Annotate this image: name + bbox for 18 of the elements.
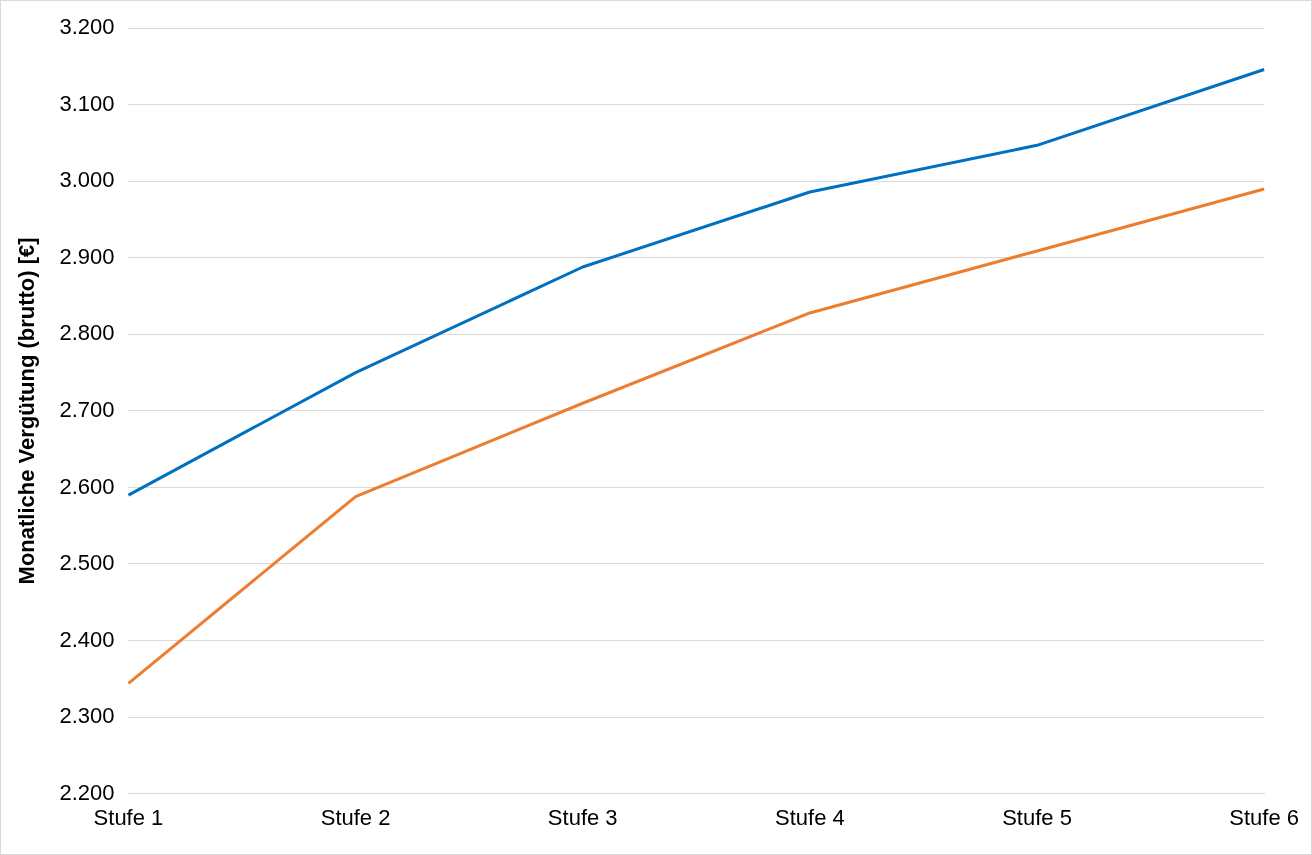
y-tick-label: 2.700 [59, 396, 115, 422]
y-tick-label: 2.200 [59, 779, 115, 805]
x-tick-label: Stufe 1 [93, 804, 164, 830]
y-tick-label: 2.300 [59, 703, 115, 729]
x-tick-label: Stufe 2 [320, 804, 391, 830]
y-axis-title: Monatliche Vergütung (brutto) [€] [14, 237, 40, 585]
y-tick-label: 3.200 [59, 14, 115, 40]
y-tick-label: 3.100 [59, 90, 115, 116]
y-tick-label: 2.500 [59, 550, 115, 576]
x-tick-label: Stufe 5 [1002, 804, 1072, 830]
y-tick-label: 2.600 [59, 473, 115, 499]
x-tick-label: Stufe 6 [1229, 804, 1299, 830]
y-tick-label: 2.400 [59, 626, 115, 652]
x-tick-label: Stufe 4 [775, 804, 845, 830]
x-tick-label: Stufe 3 [547, 804, 618, 830]
y-tick-label: 2.800 [59, 320, 115, 346]
y-tick-label: 3.000 [59, 167, 115, 193]
y-tick-label: 2.900 [59, 243, 115, 269]
